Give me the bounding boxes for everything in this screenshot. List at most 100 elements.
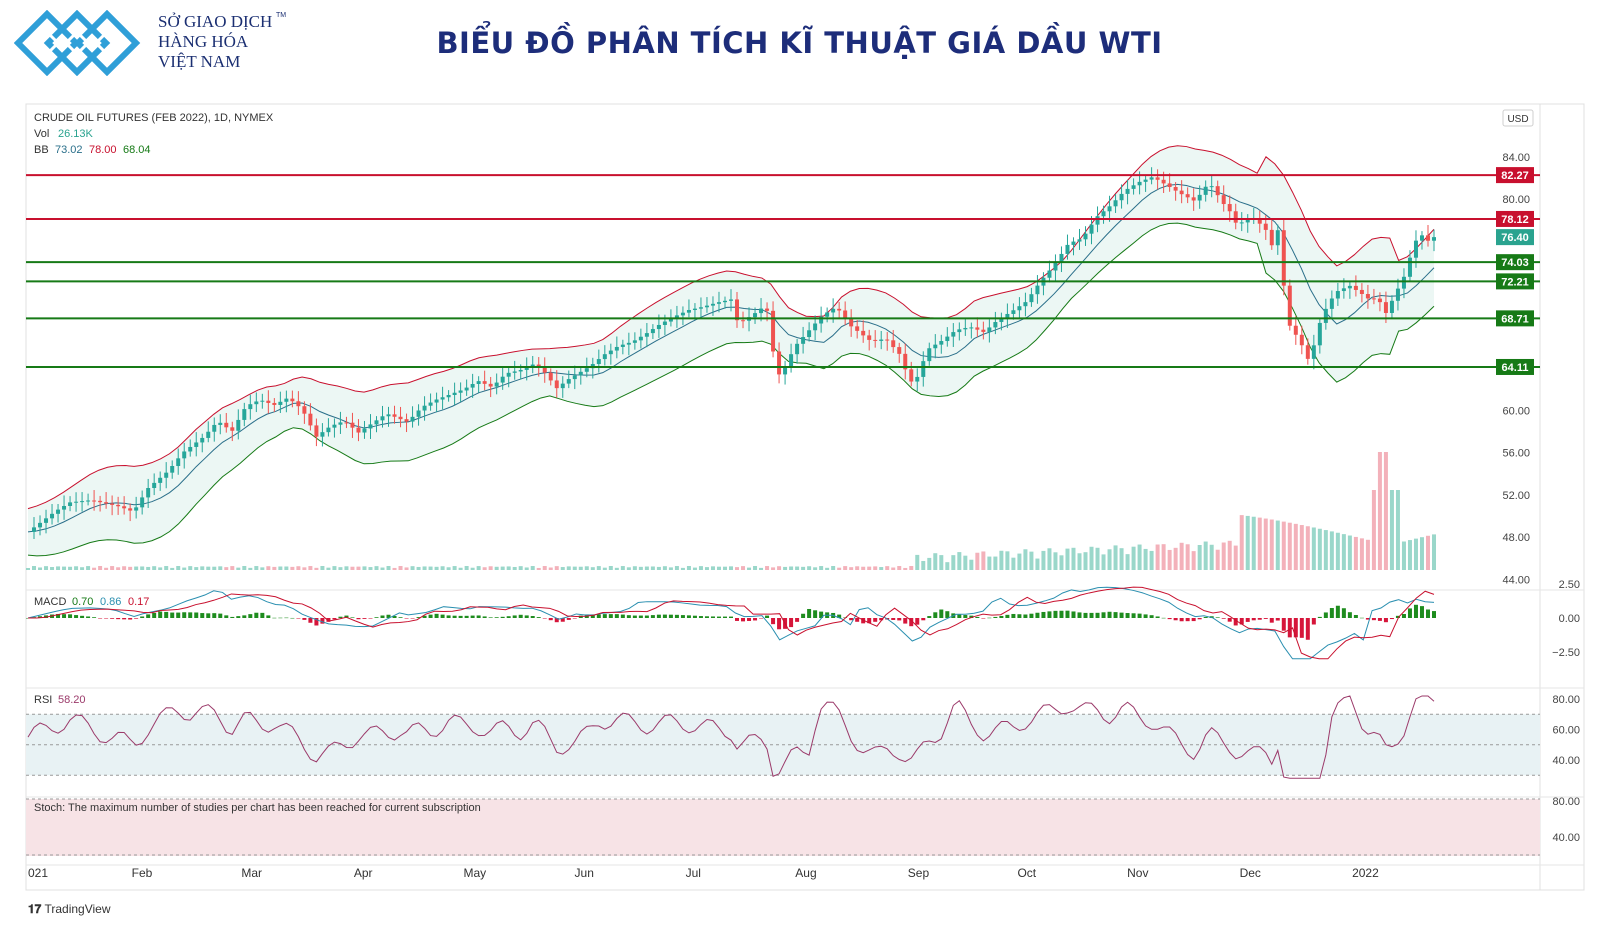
macd-histogram-bar	[1131, 613, 1136, 618]
candle-body	[921, 361, 926, 377]
volume-bar	[290, 566, 295, 570]
macd-histogram-bar	[602, 614, 607, 618]
volume-bar	[446, 567, 451, 570]
candle-body	[638, 336, 643, 341]
volume-bar	[945, 562, 950, 570]
volume-bar	[1425, 535, 1430, 570]
macd-histogram-bar	[38, 616, 43, 618]
volume-bar	[897, 566, 902, 570]
macd-histogram-bar	[915, 618, 920, 625]
macd-histogram-bar	[626, 615, 631, 618]
macd-histogram-bar	[1125, 613, 1130, 618]
macd-signal-line	[28, 586, 1435, 660]
macd-histogram-bar	[1275, 618, 1280, 621]
macd-histogram-bar	[1083, 612, 1088, 618]
macd-histogram-bar	[332, 618, 337, 620]
macd-histogram-bar	[957, 614, 962, 618]
candle-body	[440, 397, 445, 400]
macd-histogram-bar	[1221, 618, 1226, 619]
candle-body	[1011, 310, 1016, 314]
candle-body	[188, 446, 193, 452]
volume-bar	[44, 566, 49, 570]
volume-bar	[1143, 548, 1148, 570]
macd-histogram-bar	[194, 612, 199, 618]
price-level-value: 72.21	[1501, 276, 1529, 288]
volume-bar	[386, 566, 391, 570]
volume-bar	[320, 566, 325, 570]
price-levels: 82.27 78.12 74.03 72.21 68.71 64.11 76.40	[26, 167, 1540, 375]
candle-body	[1005, 313, 1010, 318]
macd-histogram-bar	[1119, 612, 1124, 618]
macd-histogram-bar	[716, 616, 721, 618]
candle-body	[410, 416, 415, 422]
macd-label: MACD	[34, 596, 66, 608]
macd-histogram-bar	[1017, 614, 1022, 618]
bb-label: BB	[34, 144, 49, 156]
volume-bar	[843, 566, 848, 570]
volume-bar	[428, 566, 433, 570]
macd-histogram-bar	[722, 616, 727, 618]
volume-bars	[26, 452, 1436, 570]
candlesticks	[32, 167, 1436, 539]
candle-body	[488, 383, 493, 387]
candle-body	[1371, 298, 1376, 300]
time-axis-label: Sep	[908, 866, 930, 880]
candle-body	[116, 504, 121, 507]
macd-value-hist: 0.70	[72, 596, 93, 608]
macd-histogram-bar	[921, 618, 926, 621]
candle-body	[620, 344, 625, 347]
volume-bar	[302, 567, 307, 570]
candle-body	[933, 344, 938, 349]
bb-lower-line	[27, 222, 1435, 557]
macd-histogram-bar	[164, 611, 169, 618]
candle-body	[344, 422, 349, 424]
macd-histogram-bar	[1077, 612, 1082, 618]
volume-bar	[867, 566, 872, 570]
volume-bar	[927, 557, 932, 570]
macd-histogram-bar	[1107, 611, 1112, 618]
macd-pane: 2.50 0.00 −2.50	[26, 579, 1580, 660]
candle-body	[722, 300, 727, 303]
candle-body	[242, 409, 247, 420]
volume-bar	[1413, 538, 1418, 570]
volume-bar	[548, 567, 553, 570]
volume-bar	[1419, 537, 1424, 570]
candle-body	[843, 310, 848, 319]
candle-body	[248, 404, 253, 410]
macd-histogram-bar	[1113, 612, 1118, 618]
volume-bar	[392, 567, 397, 570]
candle-body	[1215, 186, 1220, 196]
candle-body	[1179, 190, 1184, 195]
volume-bar	[542, 566, 547, 570]
volume-bar	[1371, 490, 1376, 570]
volume-bar	[74, 566, 79, 570]
volume-bar	[1155, 544, 1160, 570]
candle-body	[1059, 253, 1064, 263]
candle-body	[903, 353, 908, 370]
candle-body	[753, 313, 758, 318]
macd-histogram-bar	[440, 614, 445, 618]
macd-histogram-bar	[590, 614, 595, 618]
macd-histogram-bar	[1299, 618, 1304, 638]
candle-body	[1053, 262, 1058, 271]
macd-histogram-bar	[1329, 608, 1334, 618]
volume-bar	[915, 554, 920, 570]
price-tick-label: 48.00	[1502, 532, 1530, 544]
volume-bar	[152, 566, 157, 570]
volume-bar	[674, 566, 679, 570]
macd-histogram-bar	[729, 616, 733, 618]
candle-body	[999, 317, 1004, 323]
candle-body	[68, 502, 73, 506]
candle-body	[260, 400, 265, 402]
currency-badge[interactable]	[1502, 109, 1534, 127]
candle-body	[1287, 285, 1292, 326]
macd-histogram-bar	[1419, 606, 1424, 618]
volume-bar	[512, 566, 517, 570]
candle-body	[266, 400, 271, 403]
time-axis-label: Nov	[1127, 866, 1148, 880]
candle-body	[602, 354, 607, 360]
macd-histogram-bar	[488, 617, 493, 618]
price-level-tag	[1496, 273, 1534, 290]
volume-bar	[729, 566, 733, 570]
